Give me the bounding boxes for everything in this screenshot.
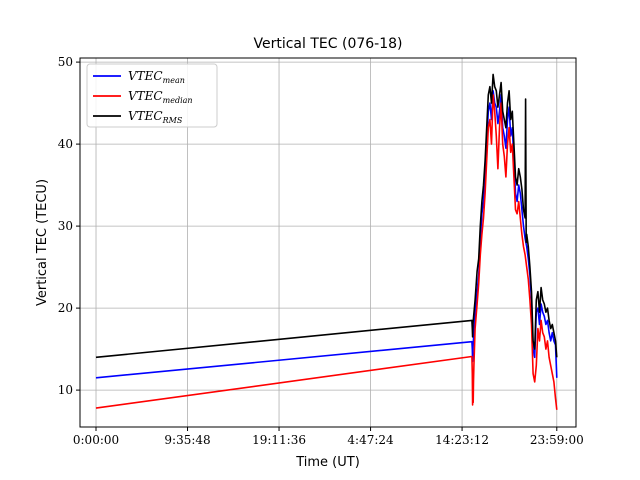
y-tick-label: 10 <box>58 383 73 397</box>
y-tick-label: 40 <box>58 137 73 151</box>
legend-entry-mean: VTECmean <box>128 69 185 85</box>
y-tick-label: 30 <box>58 219 73 233</box>
x-axis-label: Time (UT) <box>295 455 360 470</box>
series-line-rms <box>95 73 558 359</box>
x-tick-label: 14:23:12 <box>435 433 489 447</box>
grid-layer <box>80 58 576 427</box>
plot-frame <box>79 57 577 428</box>
series-line-median <box>95 94 558 410</box>
x-tick-label: 0:00:00 <box>73 433 119 447</box>
legend-entry-rms: VTECRMS <box>128 109 183 125</box>
x-tick-label: 9:35:48 <box>164 433 210 447</box>
series-layer <box>95 73 558 410</box>
x-tick-label: 19:11:36 <box>252 433 306 447</box>
chart-title: Vertical TEC (076-18) <box>254 36 403 52</box>
y-tick-label: 50 <box>58 55 73 69</box>
y-tick-label: 20 <box>58 301 73 315</box>
y-axis-label: Vertical TEC (TECU) <box>35 179 50 306</box>
legend-entry-median: VTECmedian <box>128 89 193 105</box>
x-tick-label: 23:59:00 <box>530 433 584 447</box>
tick-layer: 0:00:00 9:35:48 19:11:36 4:47:24 14:23:12 23:… <box>58 55 584 447</box>
x-tick-label: 4:47:24 <box>347 433 394 447</box>
legend-box <box>86 63 218 128</box>
legend: VTECmean VTECmedian VTECRMS <box>86 63 218 128</box>
